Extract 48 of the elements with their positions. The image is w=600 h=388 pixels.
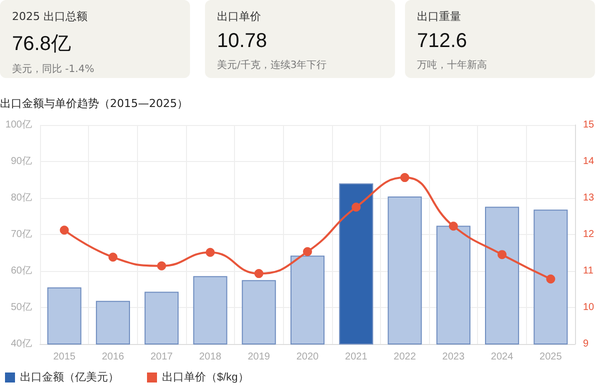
- point: [108, 252, 118, 262]
- point: [448, 222, 458, 231]
- point: [157, 261, 166, 270]
- x-tick-label: 2019: [248, 352, 270, 362]
- y-tick-label: 100亿: [5, 120, 32, 130]
- y2-tick-label: 13: [583, 192, 595, 204]
- y2-tick-label: 9: [583, 338, 589, 350]
- x-tick-label: 2024: [490, 352, 514, 362]
- y-tick-label: 90亿: [10, 156, 32, 167]
- x-tick-label: 2015: [53, 352, 76, 362]
- point: [498, 250, 507, 260]
- point: [206, 248, 215, 257]
- point: [303, 247, 312, 256]
- legend-label: 出口金额（亿美元）: [20, 370, 119, 384]
- y-tick-label: 40亿: [10, 338, 32, 350]
- text: 出口重量: [417, 9, 462, 24]
- y2-tick-label: 14: [583, 156, 595, 167]
- y2-tick-label: 12: [583, 229, 595, 240]
- text: 万吨，十年新高: [417, 58, 488, 72]
- text: 712.6: [417, 30, 468, 53]
- point: [546, 274, 556, 284]
- y-tick-label: 80亿: [10, 192, 32, 204]
- x-tick-label: 2022: [394, 352, 416, 362]
- text: 美元/千克，连续3年下行: [217, 58, 328, 72]
- legend-label: 出口单价（$/kg）: [162, 370, 249, 384]
- x-tick-label: 2023: [442, 352, 465, 362]
- text: 10.78: [217, 30, 268, 53]
- x-tick-label: 2017: [150, 352, 174, 362]
- point: [60, 226, 69, 235]
- point: [400, 173, 410, 182]
- point: [352, 202, 361, 212]
- text: 76.8亿: [12, 32, 72, 57]
- y-tick-label: 60亿: [10, 266, 32, 276]
- y2-tick-label: 11: [583, 266, 594, 276]
- x-tick-label: 2025: [540, 352, 562, 362]
- y2-tick-label: 10: [583, 302, 595, 313]
- x-tick-label: 2018: [199, 352, 222, 362]
- x-tick-label: 2016: [102, 352, 125, 362]
- text: 美元，同比 -1.4%: [12, 62, 96, 76]
- x-tick-label: 2021: [345, 352, 368, 362]
- chart-title: 出口金额与单价趋势（2015—2025）: [0, 96, 188, 111]
- text: 出口单价: [217, 9, 262, 24]
- y2-tick-label: 15: [583, 120, 595, 130]
- x-tick-label: 2020: [296, 352, 320, 362]
- y-tick-label: 50亿: [10, 302, 32, 313]
- point: [254, 269, 264, 278]
- y-tick-label: 70亿: [10, 229, 32, 240]
- text: 2025 出口总额: [12, 9, 88, 24]
